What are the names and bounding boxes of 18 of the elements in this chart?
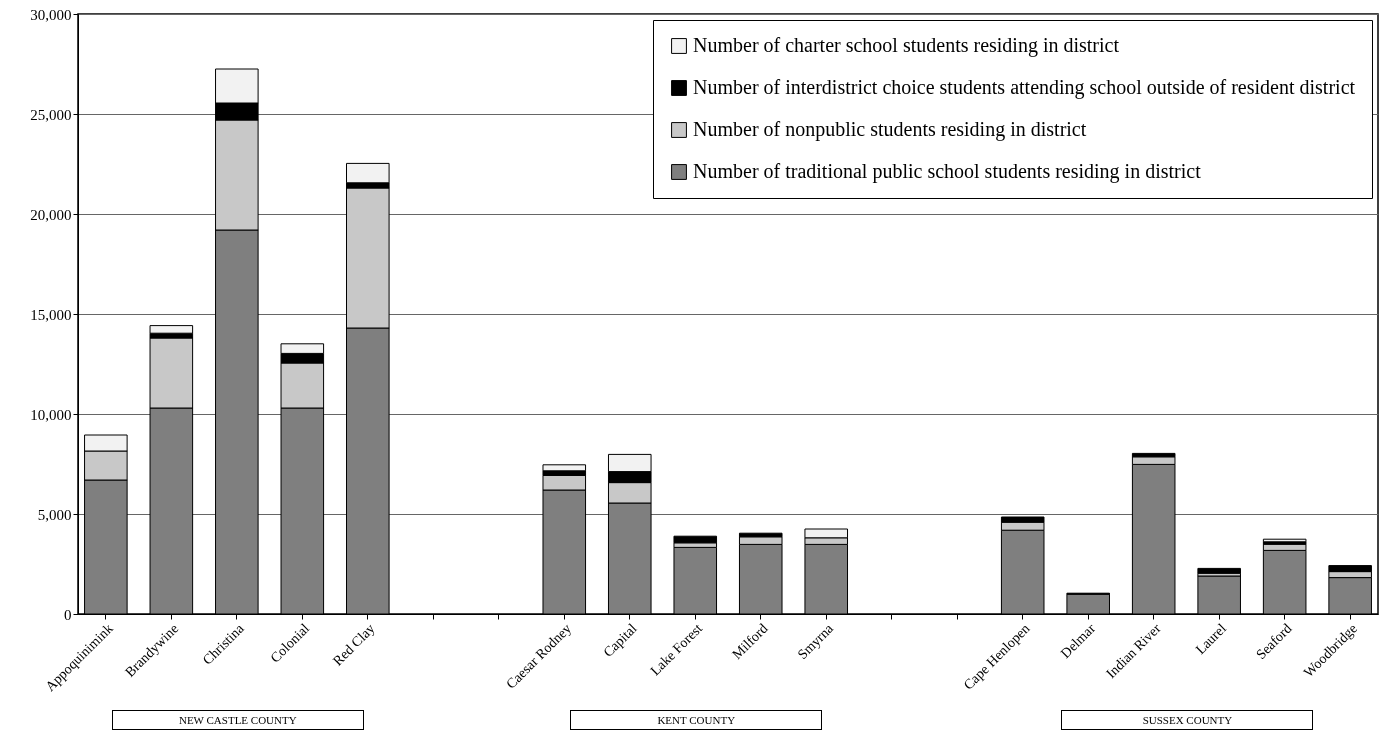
- bar: [542, 464, 587, 472]
- bar: [673, 535, 718, 544]
- text: KENT COUNTY: [570, 710, 823, 730]
- bar: [1197, 567, 1241, 574]
- y-tick-label: 25,000: [30, 106, 72, 123]
- y-tick-label: 15,000: [30, 306, 72, 323]
- text: SUSSEX COUNTY: [1061, 710, 1314, 730]
- y-tick-label: 5,000: [37, 506, 72, 523]
- legend-label: Number of nonpublic students residing in district: [693, 118, 1087, 141]
- legend-label: Number of charter school students residing in district: [693, 34, 1120, 57]
- y-tick-label: 20,000: [30, 206, 72, 223]
- legend-label: Number of interdistrict choice students attending school outside of resident district: [693, 76, 1356, 99]
- y-tick-label: 30,000: [30, 6, 72, 23]
- legend-label: Number of traditional public school students residing in district: [693, 160, 1202, 183]
- y-tick-label: 10,000: [30, 406, 72, 423]
- y-tick-label: 0: [64, 606, 72, 623]
- text: NEW CASTLE COUNTY: [111, 710, 364, 730]
- x-tick-label: Red Clay: [329, 620, 378, 669]
